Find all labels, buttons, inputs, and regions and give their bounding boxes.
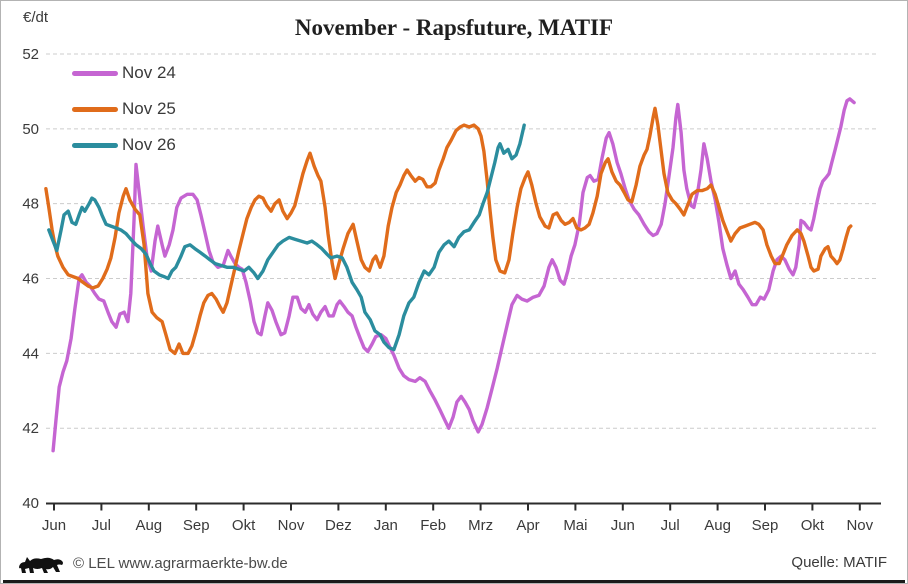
x-axis-tick-label-1: Jul [92,517,111,534]
legend: Nov 24 Nov 25 Nov 26 [72,55,176,163]
lel-lion-logo-icon [19,557,63,573]
x-axis-tick-label-2: Aug [135,517,162,534]
y-axis-tick-label-40: 40 [22,495,39,512]
series-line-nov-25 [44,106,853,356]
y-axis-tick-label-42: 42 [22,420,39,437]
legend-label-nov-25: Nov 25 [122,99,176,118]
series-line-nov-26 [47,123,526,352]
footer-source: Quelle: MATIF [791,554,887,571]
y-axis-tick-label-46: 46 [22,271,39,288]
x-axis-tick-label-6: Dez [325,517,352,534]
x-axis-tick-label-7: Jan [374,517,398,534]
legend-item-nov-26: Nov 26 [72,127,176,163]
x-axis-tick-label-14: Aug [704,517,731,534]
legend-label-nov-26: Nov 26 [122,135,176,154]
x-axis-tick-label-5: Nov [278,517,305,534]
legend-line-nov-26-swatch [72,142,118,148]
y-axis-tick-label-52: 52 [22,46,39,63]
x-axis-tick-label-11: Mai [563,517,587,534]
y-axis-tick-label-50: 50 [22,121,39,138]
x-axis-tick-label-15: Sep [752,517,779,534]
x-axis-tick-label-16: Okt [801,517,825,534]
x-axis-tick-label-10: Apr [516,517,539,534]
chart-title: November - Rapsfuture, MATIF [294,15,614,40]
x-axis-tick-label-9: Mrz [468,517,493,534]
x-axis-tick-label-8: Feb [420,517,446,534]
x-axis-tick-label-12: Jun [611,517,635,534]
legend-label-nov-24: Nov 24 [122,63,176,82]
legend-item-nov-24: Nov 24 [72,55,176,91]
x-axis-tick-label-17: Nov [846,517,873,534]
x-axis-tick-label-13: Jul [661,517,680,534]
series-line-nov-24 [51,97,856,453]
y-axis-tick-label-48: 48 [22,196,39,213]
bottom-border-bar [3,580,905,583]
footer-copyright: © LEL www.agrarmaerkte-bw.de [73,555,288,572]
legend-line-nov-24-swatch [72,70,118,76]
y-axis-unit-label: €/dt [23,9,49,26]
x-axis-tick-label-3: Sep [183,517,210,534]
y-axis-tick-label-44: 44 [22,345,39,362]
legend-item-nov-25: Nov 25 [72,91,176,127]
x-axis-tick-label-4: Okt [232,517,256,534]
x-axis-tick-label-0: Jun [42,517,66,534]
legend-line-nov-25-swatch [72,106,118,112]
